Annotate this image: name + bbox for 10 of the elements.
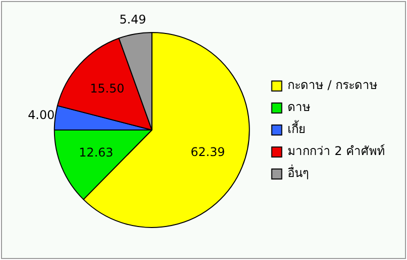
legend-label: เกี้ย <box>288 120 306 136</box>
data-label: 4.00 <box>28 108 55 122</box>
legend-label: กะดาษ / กระดาษ <box>288 78 378 92</box>
legend-label: ดาษ <box>288 100 311 114</box>
data-label: 5.49 <box>119 12 146 26</box>
data-label: 15.50 <box>90 81 124 96</box>
legend-label: มากกว่า 2 คำศัพท์ <box>288 144 385 158</box>
data-label: 12.63 <box>78 145 114 160</box>
data-label: 62.39 <box>190 145 225 160</box>
legend-label: อื่นๆ <box>288 164 309 180</box>
